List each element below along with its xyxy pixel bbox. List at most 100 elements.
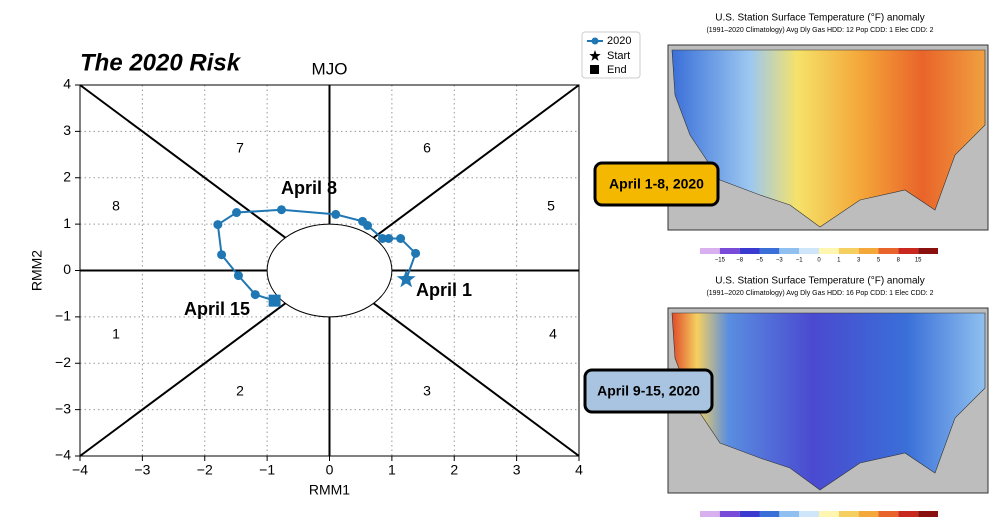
colorbar-cell: [898, 511, 919, 517]
y-tick-label: 2: [63, 168, 71, 184]
phase-line: [79, 84, 286, 239]
data-point: [396, 234, 406, 244]
colorbar-cell: [858, 248, 879, 254]
x-tick-label: 1: [388, 462, 396, 478]
colorbar-cell: [838, 511, 859, 517]
data-point: [331, 209, 341, 219]
y-tick-label: 1: [63, 215, 71, 231]
map-subtitle: (1991–2020 Climatology) Avg Dly Gas HDD:…: [706, 27, 933, 34]
phase-label: 7: [236, 140, 244, 156]
x-tick-label: −3: [134, 462, 150, 478]
colorbar-cell: [739, 511, 760, 517]
data-point: [378, 234, 388, 244]
x-tick-label: 2: [450, 462, 458, 478]
colorbar-label: 8: [897, 258, 901, 264]
colorbar-cell: [918, 248, 938, 254]
y-tick-label: 3: [63, 122, 71, 138]
data-point: [213, 220, 223, 230]
y-tick-label: −1: [55, 308, 71, 324]
colorbar-cell: [819, 511, 839, 517]
colorbar-cell: [759, 511, 780, 517]
legend-label: 2020: [607, 35, 631, 47]
colorbar-cell: [858, 511, 879, 517]
mjo-plot: −4 −3 −2 −1 0 1 2 3 4 −4 −3 −2 −1 0 1 2 3 4 1 2 3 4 5 6 7 8 MJO RMM…: [29, 31, 641, 498]
colorbar-cell: [878, 511, 899, 517]
y-axis-label: RMM2: [29, 250, 45, 291]
data-point: [358, 216, 368, 226]
map-land: [671, 49, 986, 228]
legend-marker: [591, 37, 599, 45]
chart-title: MJO: [312, 59, 348, 78]
x-tick-label: 0: [326, 462, 334, 478]
phase-line: [79, 302, 286, 457]
colorbar-cell: [819, 248, 839, 254]
colorbar-cell: [700, 248, 720, 254]
phase-line: [373, 302, 580, 457]
x-axis-label: RMM1: [309, 482, 350, 498]
phase-label: 4: [549, 326, 557, 342]
colorbar-cell: [898, 248, 919, 254]
y-tick-label: −4: [55, 447, 71, 463]
phase-label: 3: [423, 383, 431, 399]
data-point: [217, 250, 227, 260]
data-point: [250, 290, 260, 300]
colorbar-label: −15: [715, 258, 726, 264]
colorbar-label: 3: [857, 258, 861, 264]
map-label-box: [593, 161, 720, 207]
annotation: April 8: [281, 178, 337, 198]
legend-label: End: [607, 64, 627, 76]
colorbar-label: −8: [736, 258, 744, 264]
colorbar-label: 0: [817, 258, 821, 264]
map-label-box: [583, 368, 714, 414]
phase-label: 5: [547, 198, 555, 214]
legend-marker: [589, 50, 601, 61]
x-tick-label: 4: [575, 462, 583, 478]
colorbar-cell: [838, 248, 859, 254]
x-tick-label: −1: [259, 462, 275, 478]
legend-marker: [590, 65, 599, 74]
colorbar-cell: [878, 248, 899, 254]
phase-line: [373, 84, 580, 239]
map-subtitle: (1991–2020 Climatology) Avg Dly Gas HDD:…: [706, 290, 933, 297]
colorbar-label: 15: [915, 258, 922, 264]
map-title: U.S. Station Surface Temperature (°F) an…: [715, 276, 924, 287]
end-marker: [268, 294, 281, 307]
colorbar-label: −5: [756, 258, 764, 264]
start-marker: [396, 269, 416, 288]
phase-label: 1: [112, 326, 120, 342]
data-point: [232, 208, 242, 218]
colorbar-label: −1: [796, 258, 804, 264]
colorbar-cell: [739, 248, 760, 254]
colorbar-cell: [918, 511, 938, 517]
colorbar-cell: [799, 511, 819, 517]
y-tick-label: 4: [63, 76, 71, 92]
data-point: [384, 234, 394, 244]
heading: The 2020 Risk: [80, 49, 242, 76]
x-tick-label: −4: [72, 462, 88, 478]
map-label: April 1-8, 2020: [609, 176, 704, 192]
phase-label: 8: [112, 198, 120, 214]
data-point: [276, 205, 286, 215]
maps: U.S. Station Surface Temperature (°F) an…: [583, 13, 989, 524]
colorbar-cell: [779, 511, 800, 517]
annotation: April 15: [184, 299, 250, 319]
colorbar-cell: [700, 511, 720, 517]
colorbar-label: −3: [776, 258, 784, 264]
legend-label: Start: [607, 50, 630, 62]
phase-label: 2: [236, 383, 244, 399]
y-tick-label: −3: [55, 400, 71, 416]
colorbar-cell: [799, 248, 819, 254]
annotation: April 1: [416, 280, 472, 300]
data-point: [233, 271, 243, 281]
colorbar-label: 5: [877, 258, 881, 264]
legend-frame: [581, 31, 641, 79]
colorbar-cell: [719, 248, 740, 254]
colorbar-cell: [759, 248, 780, 254]
map-label: April 9-15, 2020: [597, 383, 700, 399]
phase-label: 6: [423, 140, 431, 156]
unit-circle: [266, 223, 393, 318]
x-tick-label: 3: [513, 462, 521, 478]
colorbar-label: 1: [837, 258, 841, 264]
map-title: U.S. Station Surface Temperature (°F) an…: [715, 13, 924, 24]
